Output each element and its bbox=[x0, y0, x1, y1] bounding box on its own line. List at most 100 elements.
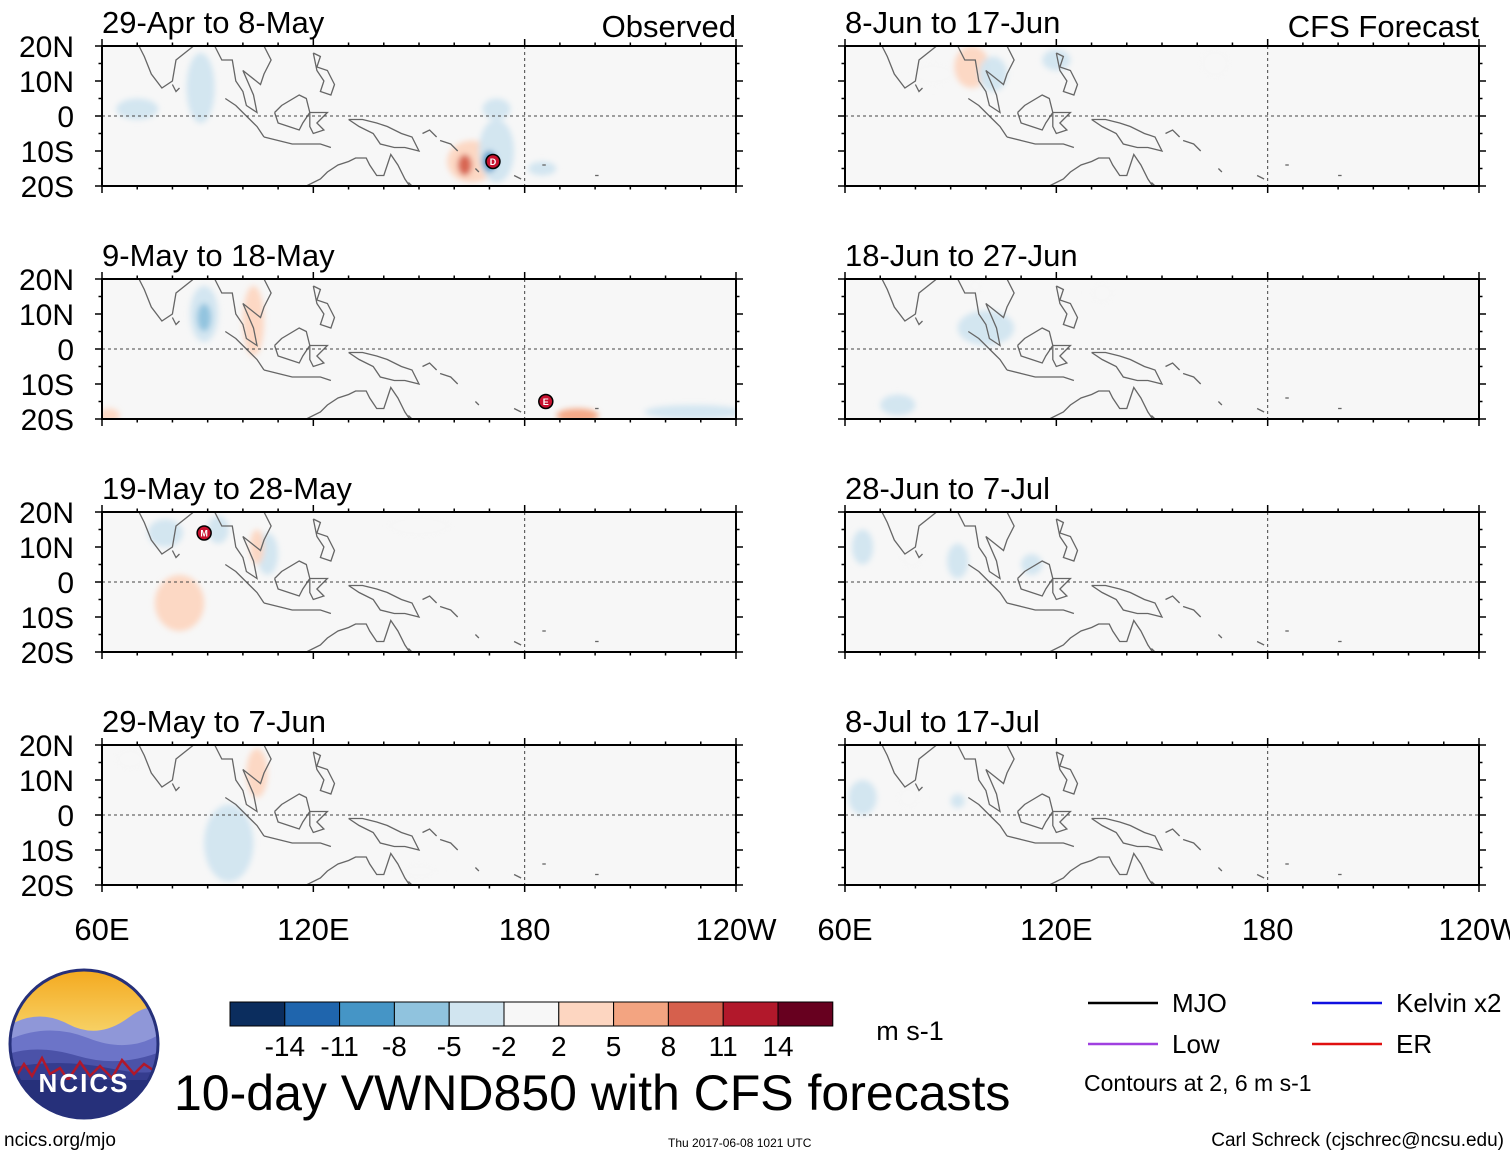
coastline bbox=[224, 97, 265, 138]
anomaly-blob bbox=[204, 804, 254, 882]
y-tick-label: 20S bbox=[21, 870, 74, 903]
coastline bbox=[1091, 817, 1164, 851]
coastlines bbox=[138, 46, 599, 186]
column-tag: CFS Forecast bbox=[1288, 9, 1480, 44]
coastline bbox=[1052, 344, 1072, 368]
y-tick-label: 10N bbox=[19, 765, 74, 798]
timestamp: Thu 2017-06-08 1021 UTC bbox=[668, 1136, 812, 1150]
coastline bbox=[967, 97, 1008, 138]
map-background bbox=[845, 279, 1479, 419]
coastline bbox=[1217, 867, 1223, 872]
map-panel: 28-Jun to 7-Jul bbox=[838, 471, 1486, 659]
coastlines bbox=[881, 512, 1342, 652]
coastline bbox=[291, 386, 411, 419]
colorbar-level-label: 5 bbox=[606, 1031, 622, 1062]
coastline bbox=[348, 584, 421, 618]
x-tick-label: 120W bbox=[696, 912, 778, 947]
x-tick-label: 60E bbox=[817, 912, 872, 947]
y-tick-label: 0 bbox=[57, 567, 74, 600]
column-tag: Observed bbox=[602, 9, 736, 44]
colorbar-swatch bbox=[229, 1001, 286, 1027]
anomaly-layer bbox=[102, 286, 736, 419]
y-tick-label: 20S bbox=[21, 637, 74, 670]
anomaly-blob bbox=[644, 405, 736, 419]
anomaly-blob bbox=[112, 745, 148, 773]
coastline bbox=[439, 838, 459, 851]
panel-period: 19-May to 28-May bbox=[102, 471, 352, 506]
coastline bbox=[312, 751, 336, 795]
coastline bbox=[273, 793, 311, 830]
coastline bbox=[348, 817, 421, 851]
coastline bbox=[224, 796, 265, 837]
coastline bbox=[309, 111, 329, 135]
anomaly-blob bbox=[116, 98, 159, 120]
anomaly-blob bbox=[197, 303, 212, 332]
coastline bbox=[273, 560, 311, 597]
coastline bbox=[291, 153, 411, 186]
coastline bbox=[1034, 386, 1154, 419]
anomaly-blob bbox=[482, 98, 511, 120]
anomaly-blob bbox=[528, 161, 557, 176]
coastline bbox=[474, 867, 480, 872]
coastline bbox=[439, 139, 459, 152]
coastline bbox=[1256, 407, 1265, 413]
coastline bbox=[291, 619, 411, 652]
storm-marker: D bbox=[485, 153, 501, 170]
anomaly-blob bbox=[880, 394, 916, 416]
site-link[interactable]: ncics.org/mjo bbox=[4, 1130, 116, 1151]
anomaly-blob bbox=[397, 860, 441, 882]
colorbar-level-label: 14 bbox=[762, 1031, 793, 1062]
coastline bbox=[1006, 602, 1075, 615]
coastline bbox=[1016, 94, 1054, 131]
coastline bbox=[291, 852, 411, 885]
coastline bbox=[224, 563, 265, 604]
map-panel: 18-Jun to 27-Jun bbox=[838, 238, 1486, 426]
y-tick-label: 10N bbox=[19, 299, 74, 332]
coastline bbox=[138, 46, 272, 114]
coastline bbox=[1165, 595, 1181, 604]
coastline bbox=[1055, 751, 1079, 795]
y-tick-label: 0 bbox=[57, 334, 74, 367]
coastline bbox=[1256, 640, 1265, 646]
anomaly-blob bbox=[1042, 49, 1071, 71]
ncics-logo: NCICS bbox=[8, 968, 160, 1120]
x-tick-label: 120E bbox=[277, 912, 349, 947]
coastline bbox=[1016, 327, 1054, 364]
legend-label: MJO bbox=[1172, 988, 1227, 1018]
map-panel: 8-Jun to 17-Jun CFS Forecast bbox=[838, 5, 1486, 193]
anomaly-blob bbox=[383, 512, 455, 540]
coastline bbox=[1165, 129, 1181, 138]
storm-marker-label: M bbox=[200, 529, 208, 539]
anomaly-blob bbox=[894, 783, 923, 812]
anomaly-blob bbox=[897, 543, 927, 572]
coastline bbox=[1052, 810, 1072, 834]
coastline bbox=[513, 407, 522, 413]
coastline bbox=[263, 136, 332, 149]
anomaly-blob bbox=[964, 279, 986, 297]
coastline bbox=[312, 52, 336, 96]
anomaly-blob bbox=[186, 53, 215, 123]
panel-period: 18-Jun to 27-Jun bbox=[845, 238, 1078, 273]
colorbar-swatch bbox=[558, 1001, 615, 1027]
anomaly-blob bbox=[950, 794, 965, 808]
coastline bbox=[1182, 139, 1202, 152]
anomaly-layer bbox=[848, 780, 965, 815]
coastline bbox=[171, 84, 180, 93]
colorbar-swatch bbox=[613, 1001, 669, 1027]
coastline bbox=[1006, 136, 1075, 149]
coastline bbox=[1256, 174, 1265, 180]
coastlines bbox=[138, 745, 599, 885]
coastline bbox=[967, 563, 1008, 604]
coastline bbox=[1182, 605, 1202, 618]
coastline bbox=[1182, 838, 1202, 851]
coastline bbox=[1217, 634, 1223, 639]
coastline bbox=[422, 595, 438, 604]
coastline bbox=[1217, 168, 1223, 173]
colorbar-units: m s-1 bbox=[876, 1016, 944, 1046]
colorbar-level-label: -14 bbox=[265, 1031, 305, 1062]
coastline bbox=[1091, 584, 1164, 618]
coastline bbox=[967, 796, 1008, 837]
coastline bbox=[474, 401, 480, 406]
